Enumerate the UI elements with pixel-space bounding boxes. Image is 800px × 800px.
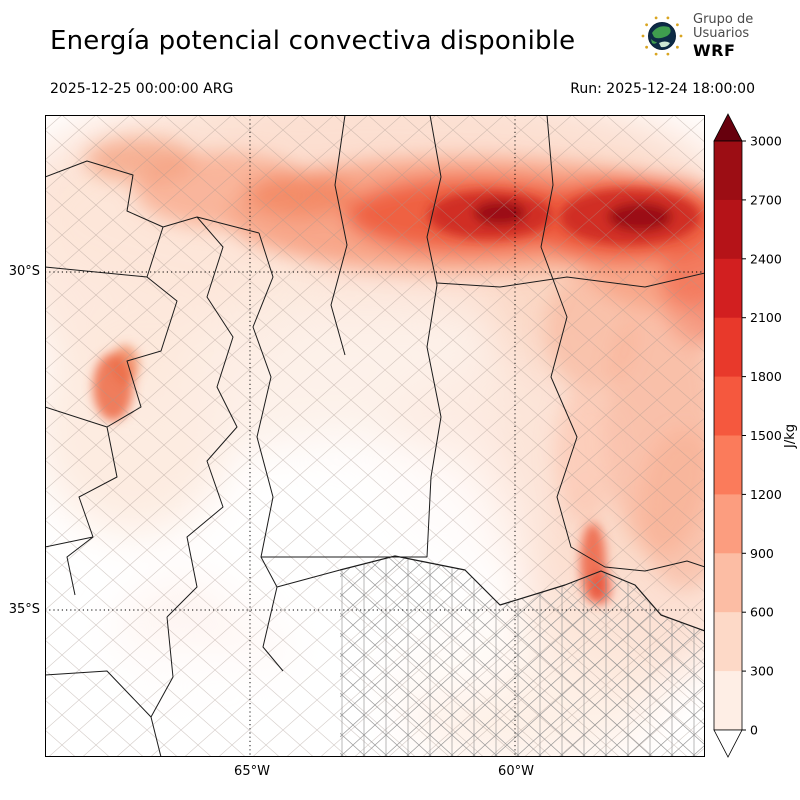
- colorbar-tick-label: 1500: [750, 428, 782, 443]
- lat-tick-35s: 35°S: [8, 602, 40, 617]
- lon-tick-65w: 65°W: [234, 764, 270, 779]
- colorbar-tick-label: 0: [750, 723, 758, 738]
- colorbar-tick-label: 900: [750, 546, 774, 561]
- colorbar-canvas: 3000 2700 2400 2100 1800 1500 1200 900 6…: [713, 113, 782, 758]
- colorbar-segments: [714, 141, 742, 730]
- colorbar-tick-label: 2700: [750, 192, 782, 207]
- colorbar-tick-label: 1200: [750, 487, 782, 502]
- partido-grid: [340, 556, 705, 757]
- cape-map: [45, 115, 705, 757]
- colorbar-tick-labels: 3000 2700 2400 2100 1800 1500 1200 900 6…: [750, 134, 782, 738]
- logo-line-2: Usuarios: [693, 26, 750, 42]
- lon-tick-60w: 60°W: [498, 764, 534, 779]
- colorbar-tick-label: 1800: [750, 369, 782, 384]
- map-canvas: [45, 115, 705, 757]
- colorbar-tickmarks: [742, 140, 746, 731]
- colorbar-tick-label: 600: [750, 605, 774, 620]
- map-frame: [45, 115, 705, 757]
- run-time-label: Run: 2025-12-24 18:00:00: [570, 81, 755, 97]
- colorbar-tick-label: 3000: [750, 134, 782, 149]
- logo-text: Grupo de Usuarios WRF: [693, 11, 754, 60]
- logo-line-3: WRF: [693, 40, 736, 60]
- colorbar-unit-label: J/kg: [783, 424, 798, 448]
- colorbar-tick-label: 2400: [750, 251, 782, 266]
- colorbar-tick-label: 2100: [750, 310, 782, 325]
- lat-tick-30s: 30°S: [8, 264, 40, 279]
- page-title: Energía potencial convectiva disponible: [50, 26, 576, 56]
- valid-time-label: 2025-12-25 00:00:00 ARG: [50, 81, 234, 97]
- globe-icon: [641, 16, 683, 56]
- graticule-gridlines: [45, 115, 705, 757]
- logo-line-1: Grupo de: [693, 11, 754, 27]
- time-row: 2025-12-25 00:00:00 ARG Run: 2025-12-24 …: [50, 81, 755, 97]
- wrf-users-group-logo: Grupo de Usuarios WRF: [638, 12, 753, 60]
- colorbar: 3000 2700 2400 2100 1800 1500 1200 900 6…: [712, 113, 800, 765]
- colorbar-over-arrow: [713, 113, 743, 142]
- colorbar-under-arrow: [713, 729, 743, 758]
- colorbar-tick-label: 300: [750, 664, 774, 679]
